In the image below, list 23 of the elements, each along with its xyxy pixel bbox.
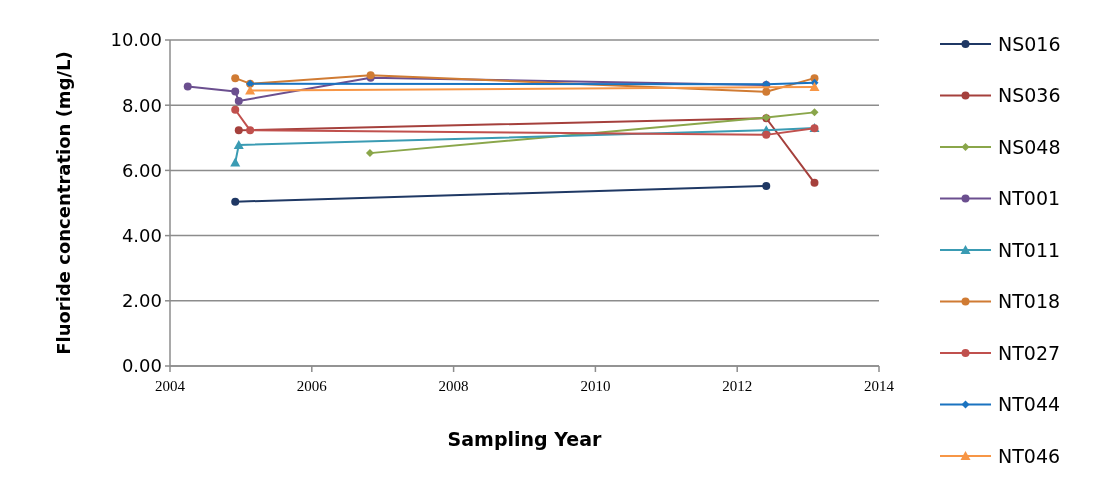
legend-label: NT018: [998, 290, 1061, 313]
legend-label: NT046: [998, 444, 1061, 467]
x-tick-label: 2006: [296, 378, 328, 394]
legend-label: NT044: [998, 393, 1061, 416]
x-axis-title: Sampling Year: [447, 428, 603, 450]
y-tick-label: 0.00: [121, 355, 162, 377]
y-axis-title: Fluoride concentration (mg/L): [53, 51, 74, 355]
legend-label: NS036: [998, 84, 1061, 107]
x-tick-label: 2008: [438, 378, 469, 394]
legend-label: NT001: [998, 187, 1061, 210]
legend-label: NT027: [998, 341, 1061, 364]
legend-label: NS048: [998, 135, 1061, 158]
y-tick-label: 6.00: [121, 159, 162, 181]
y-tick-label: 4.00: [121, 224, 162, 246]
legend-label: NS016: [998, 32, 1061, 55]
y-tick-label: 8.00: [121, 94, 162, 116]
legend-label: NT011: [998, 238, 1061, 261]
x-tick-label: 2012: [722, 378, 753, 394]
y-tick-label: 10.00: [110, 29, 162, 51]
x-tick-label: 2010: [580, 378, 611, 394]
y-tick-label: 2.00: [121, 290, 162, 312]
x-tick-label: 2014: [864, 378, 895, 394]
x-tick-label: 2004: [155, 378, 186, 394]
